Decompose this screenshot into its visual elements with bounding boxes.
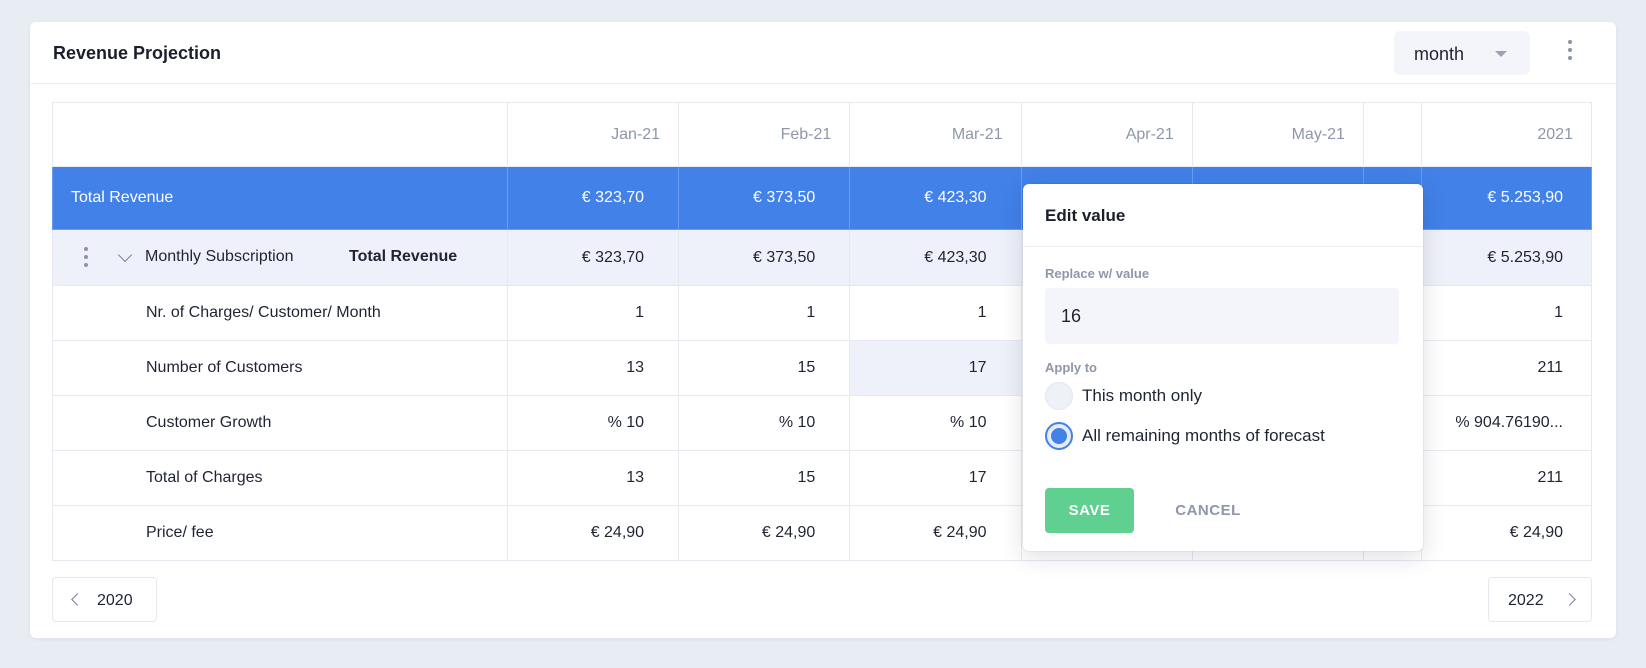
column-header: May-21 [1191, 102, 1364, 167]
row-label: Monthly Subscription [145, 248, 294, 265]
table-cell[interactable]: € 373,50 [678, 166, 851, 230]
table-cell[interactable]: € 24,90 [849, 505, 1022, 561]
table-cell[interactable]: € 323,70 [506, 166, 680, 230]
row-label: Number of Customers [52, 340, 508, 396]
table-cell[interactable]: % 904.76190... [1420, 395, 1593, 451]
radio-all-remaining[interactable]: All remaining months of forecast [1045, 422, 1405, 450]
table-cell[interactable]: 15 [678, 450, 851, 506]
table-cell[interactable]: 13 [506, 450, 680, 506]
table-cell[interactable]: 1 [849, 285, 1022, 341]
table-cell[interactable]: € 24,90 [1420, 505, 1593, 561]
row-options-icon[interactable] [81, 247, 91, 271]
row-total-label: Total Revenue [349, 248, 458, 265]
selected-cell[interactable]: 17 [849, 340, 1022, 396]
more-options-icon[interactable] [1562, 40, 1578, 66]
table-cell[interactable]: 15 [678, 340, 851, 396]
page-title: Revenue Projection [53, 43, 222, 63]
row-label: Total Revenue [52, 166, 508, 230]
table-cell[interactable]: 211 [1420, 340, 1593, 396]
table-cell[interactable]: € 5.253,90 [1420, 166, 1593, 230]
row-label: Nr. of Charges/ Customer/ Month [52, 285, 508, 341]
popover-title: Edit value [1045, 206, 1126, 225]
chevron-left-icon [71, 593, 84, 606]
subscription-label-cell: Monthly Subscription Total Revenue [52, 229, 508, 286]
radio-this-month[interactable]: This month only [1045, 382, 1405, 410]
cancel-button[interactable]: CANCEL [1163, 488, 1253, 533]
row-label: Customer Growth [52, 395, 508, 451]
row-label: Price/ fee [52, 505, 508, 561]
table-cell[interactable]: 1 [1420, 285, 1593, 341]
table-cell[interactable]: 13 [506, 340, 680, 396]
table-cell[interactable]: € 24,90 [678, 505, 851, 561]
table-cell[interactable]: € 423,30 [849, 166, 1022, 230]
table-cell[interactable]: € 323,70 [506, 229, 680, 286]
table-cell[interactable]: € 5.253,90 [1420, 229, 1593, 286]
period-select[interactable]: month [1394, 31, 1530, 75]
table-cell[interactable]: 1 [506, 285, 680, 341]
radio-on-icon [1045, 422, 1073, 450]
previous-year-button[interactable]: 2020 [52, 577, 157, 622]
column-header: Jan-21 [506, 102, 680, 167]
replace-value-input[interactable] [1045, 288, 1399, 344]
radio-label: All remaining months of forecast [1082, 426, 1325, 445]
save-button[interactable]: SAVE [1045, 488, 1134, 533]
table-cell[interactable]: € 423,30 [849, 229, 1022, 286]
replace-label: Replace w/ value [1045, 266, 1150, 281]
card-header: Revenue Projection month [30, 22, 1616, 84]
next-year-label: 2022 [1508, 592, 1544, 609]
radio-label: This month only [1082, 386, 1202, 405]
table-header-row: Jan-21 Feb-21 Mar-21 Apr-21 May-21 2021 [52, 102, 1593, 167]
column-header [52, 102, 508, 167]
caret-down-icon [1495, 51, 1507, 57]
radio-off-icon [1045, 382, 1073, 410]
table-cell[interactable]: % 10 [506, 395, 680, 451]
table-cell[interactable]: % 10 [849, 395, 1022, 451]
total-revenue-row: Total Revenue € 323,70 € 373,50 € 423,30… [52, 166, 1593, 230]
divider [1023, 246, 1423, 247]
column-header [1362, 102, 1422, 167]
edit-value-popover: Edit value Replace w/ value Apply to Thi… [1023, 184, 1423, 551]
next-year-button[interactable]: 2022 [1488, 577, 1592, 622]
column-header: Feb-21 [678, 102, 851, 167]
column-header: Mar-21 [849, 102, 1022, 167]
chevron-down-icon[interactable] [117, 247, 133, 263]
row-label: Total of Charges [52, 450, 508, 506]
table-cell[interactable]: 211 [1420, 450, 1593, 506]
apply-to-label: Apply to [1045, 360, 1097, 375]
column-header: Apr-21 [1020, 102, 1193, 167]
table-cell[interactable]: 17 [849, 450, 1022, 506]
table-cell[interactable]: 1 [678, 285, 851, 341]
table-cell[interactable]: € 373,50 [678, 229, 851, 286]
column-header: 2021 [1420, 102, 1593, 167]
table-cell[interactable]: % 10 [678, 395, 851, 451]
table-cell[interactable]: € 24,90 [506, 505, 680, 561]
chevron-right-icon [1563, 593, 1576, 606]
previous-year-label: 2020 [97, 592, 133, 609]
period-select-value: month [1414, 44, 1465, 64]
